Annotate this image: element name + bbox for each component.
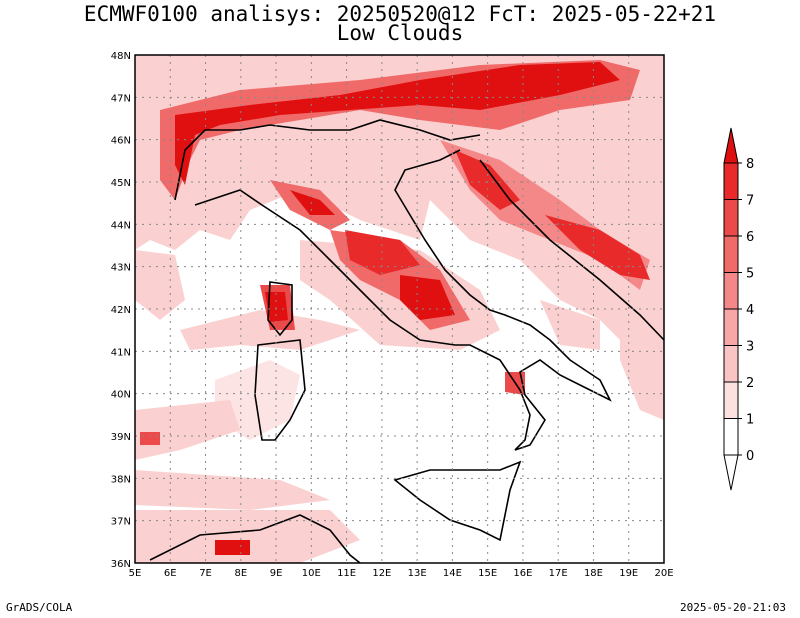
footer-software: GrADS/COLA — [6, 601, 73, 614]
lat-tick-label: 43N — [111, 263, 131, 274]
lat-tick-label: 39N — [111, 432, 131, 443]
lat-tick-labels: 36N 37N 38N 39N 40N 41N 42N 43N 44N 45N 46N 47N 48N — [111, 51, 131, 570]
lon-tick-labels: 5E 6E 7E 8E 9E 10E 11E 12E 13E 14E 15E 16E 17E 18E 19E… — [129, 568, 674, 579]
lat-tick-label: 40N — [111, 390, 131, 401]
colorbar-label: 3 — [746, 340, 754, 355]
lat-tick-label: 48N — [111, 51, 131, 62]
coastlines — [149, 119, 664, 563]
colorbar-max-arrow — [723, 127, 739, 164]
colorbar-segment — [723, 235, 739, 273]
colorbar-label: 6 — [746, 230, 754, 245]
lon-tick-label: 20E — [654, 568, 673, 579]
lon-tick-label: 17E — [549, 568, 568, 579]
lon-tick-label: 5E — [129, 568, 142, 579]
lon-tick-label: 12E — [372, 568, 391, 579]
footer-timestamp: 2025-05-20-21:03 — [680, 601, 786, 614]
lat-tick-label: 38N — [111, 474, 131, 485]
lat-tick-label: 42N — [111, 305, 131, 316]
lat-tick-label: 36N — [111, 559, 131, 570]
colorbar-min-arrow — [723, 454, 739, 491]
colorbar-label: 0 — [746, 449, 754, 464]
lon-tick-label: 7E — [199, 568, 212, 579]
colorbar-label: 8 — [746, 157, 754, 172]
map-title: ECMWF0100 analisys: 20250520@12 FcT: 202… — [83, 2, 717, 26]
colorbar-label: 7 — [746, 194, 754, 209]
colorbar-segment — [723, 162, 739, 200]
lon-tick-label: 10E — [302, 568, 321, 579]
colorbar-segment — [723, 418, 739, 456]
lat-tick-label: 45N — [111, 178, 131, 189]
lat-tick-label: 41N — [111, 347, 131, 358]
colorbar-segment — [723, 199, 739, 237]
colorbar-label: 5 — [746, 267, 754, 282]
colorbar: 0 1 2 3 4 5 6 7 8 — [723, 127, 754, 491]
colorbar-segment — [723, 381, 739, 419]
lat-tick-label: 37N — [111, 517, 131, 528]
lat-tick-label: 46N — [111, 136, 131, 147]
lon-tick-label: 9E — [270, 568, 283, 579]
map-subtitle: Low Clouds — [336, 21, 464, 45]
graticule — [135, 55, 664, 563]
lon-tick-label: 15E — [478, 568, 497, 579]
lat-tick-label: 44N — [111, 220, 131, 231]
lon-tick-label: 13E — [408, 568, 427, 579]
lat-tick-label: 47N — [111, 93, 131, 104]
colorbar-label: 2 — [746, 376, 754, 391]
colorbar-segment — [723, 272, 739, 310]
colorbar-segment — [723, 308, 739, 346]
colorbar-label: 1 — [746, 413, 754, 428]
lon-tick-label: 11E — [337, 568, 356, 579]
map-frame — [134, 54, 665, 564]
lon-tick-label: 19E — [619, 568, 638, 579]
lon-tick-label: 18E — [584, 568, 603, 579]
lon-tick-label: 14E — [443, 568, 462, 579]
lon-tick-label: 16E — [513, 568, 532, 579]
colorbar-label: 4 — [746, 303, 754, 318]
colorbar-segment — [723, 345, 739, 383]
lon-tick-label: 8E — [234, 568, 247, 579]
lon-tick-label: 6E — [164, 568, 177, 579]
